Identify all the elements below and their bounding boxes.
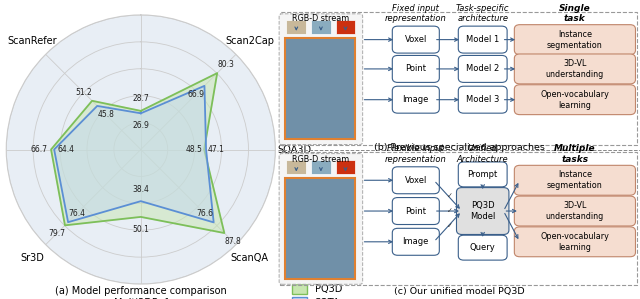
FancyBboxPatch shape <box>515 196 636 226</box>
Text: Unified
Architecture: Unified Architecture <box>457 144 509 164</box>
Text: Flexible input
representation: Flexible input representation <box>385 144 447 164</box>
FancyBboxPatch shape <box>392 55 439 83</box>
Text: Open-vocabulary
learning: Open-vocabulary learning <box>540 90 609 110</box>
Text: Multiple
tasks: Multiple tasks <box>554 144 596 164</box>
Polygon shape <box>54 86 214 222</box>
FancyBboxPatch shape <box>392 26 439 53</box>
Text: 51.2: 51.2 <box>75 88 92 97</box>
Text: 66.9: 66.9 <box>188 90 204 99</box>
Bar <box>285 38 355 139</box>
FancyBboxPatch shape <box>458 86 507 113</box>
Text: RGB-D stream: RGB-D stream <box>292 155 349 164</box>
Text: 66.7: 66.7 <box>31 145 47 154</box>
Text: 45.8: 45.8 <box>97 110 114 119</box>
Text: Model 1: Model 1 <box>466 35 499 44</box>
Text: Point: Point <box>405 64 426 74</box>
Text: Fixed input
representation: Fixed input representation <box>385 4 447 23</box>
Text: 50.1: 50.1 <box>132 225 149 234</box>
Bar <box>311 160 331 174</box>
FancyBboxPatch shape <box>279 154 363 284</box>
Text: Voxel: Voxel <box>404 176 427 185</box>
Text: Open-vocabulary
learning: Open-vocabulary learning <box>540 232 609 252</box>
Text: PQ3D
Model: PQ3D Model <box>470 201 495 221</box>
FancyBboxPatch shape <box>456 187 509 234</box>
Text: ✓: ✓ <box>447 193 452 199</box>
Text: Prompt: Prompt <box>468 170 498 179</box>
Text: Voxel: Voxel <box>404 35 427 44</box>
Text: 76.4: 76.4 <box>68 209 85 218</box>
FancyBboxPatch shape <box>392 86 439 113</box>
Text: ✓: ✓ <box>447 223 452 229</box>
FancyBboxPatch shape <box>279 14 363 144</box>
FancyBboxPatch shape <box>458 162 507 187</box>
Text: 79.7: 79.7 <box>48 229 65 238</box>
FancyBboxPatch shape <box>458 55 507 83</box>
FancyBboxPatch shape <box>515 165 636 195</box>
Text: (c) Our unified model PQ3D: (c) Our unified model PQ3D <box>394 287 525 296</box>
Text: Image: Image <box>403 95 429 104</box>
Text: 80.3: 80.3 <box>218 60 234 69</box>
Text: 3D-VL
understanding: 3D-VL understanding <box>546 59 604 79</box>
FancyBboxPatch shape <box>515 25 636 54</box>
FancyBboxPatch shape <box>515 54 636 84</box>
Text: Query: Query <box>470 243 495 252</box>
FancyBboxPatch shape <box>515 85 636 115</box>
Text: Image: Image <box>403 237 429 246</box>
Text: RGB-D stream: RGB-D stream <box>292 14 349 23</box>
Text: Instance
segmentation: Instance segmentation <box>547 30 603 50</box>
Legend: PQ3D, SOTA: PQ3D, SOTA <box>289 280 346 299</box>
Text: 38.4: 38.4 <box>132 184 149 193</box>
Bar <box>286 20 307 34</box>
Text: 48.5: 48.5 <box>186 145 202 154</box>
FancyBboxPatch shape <box>392 228 439 255</box>
Bar <box>286 160 307 174</box>
Text: Task-specific
architecture: Task-specific architecture <box>456 4 509 23</box>
FancyBboxPatch shape <box>458 235 507 260</box>
Text: Model 2: Model 2 <box>466 64 499 74</box>
FancyBboxPatch shape <box>392 167 439 194</box>
FancyBboxPatch shape <box>458 26 507 53</box>
Text: 47.1: 47.1 <box>208 145 225 154</box>
Text: Model 3: Model 3 <box>466 95 499 104</box>
Text: 64.4: 64.4 <box>58 145 75 154</box>
FancyBboxPatch shape <box>515 227 636 257</box>
Bar <box>285 178 355 279</box>
Text: (a) Model performance comparison: (a) Model performance comparison <box>55 286 227 296</box>
Text: Single
task: Single task <box>559 4 591 23</box>
Text: ✓: ✓ <box>447 208 452 214</box>
Text: Instance
segmentation: Instance segmentation <box>547 170 603 190</box>
Text: Point: Point <box>405 207 426 216</box>
Text: 26.9: 26.9 <box>132 121 149 130</box>
Text: 3D-VL
understanding: 3D-VL understanding <box>546 201 604 221</box>
FancyBboxPatch shape <box>392 198 439 225</box>
Bar <box>335 20 355 34</box>
Bar <box>285 38 355 139</box>
Bar <box>311 20 331 34</box>
Text: (b) Previous specialized approaches: (b) Previous specialized approaches <box>374 143 545 152</box>
Bar <box>335 160 355 174</box>
Text: 76.6: 76.6 <box>196 209 214 218</box>
Bar <box>285 178 355 279</box>
Text: 28.7: 28.7 <box>132 94 149 103</box>
Text: 87.8: 87.8 <box>225 237 241 246</box>
Polygon shape <box>51 73 225 233</box>
